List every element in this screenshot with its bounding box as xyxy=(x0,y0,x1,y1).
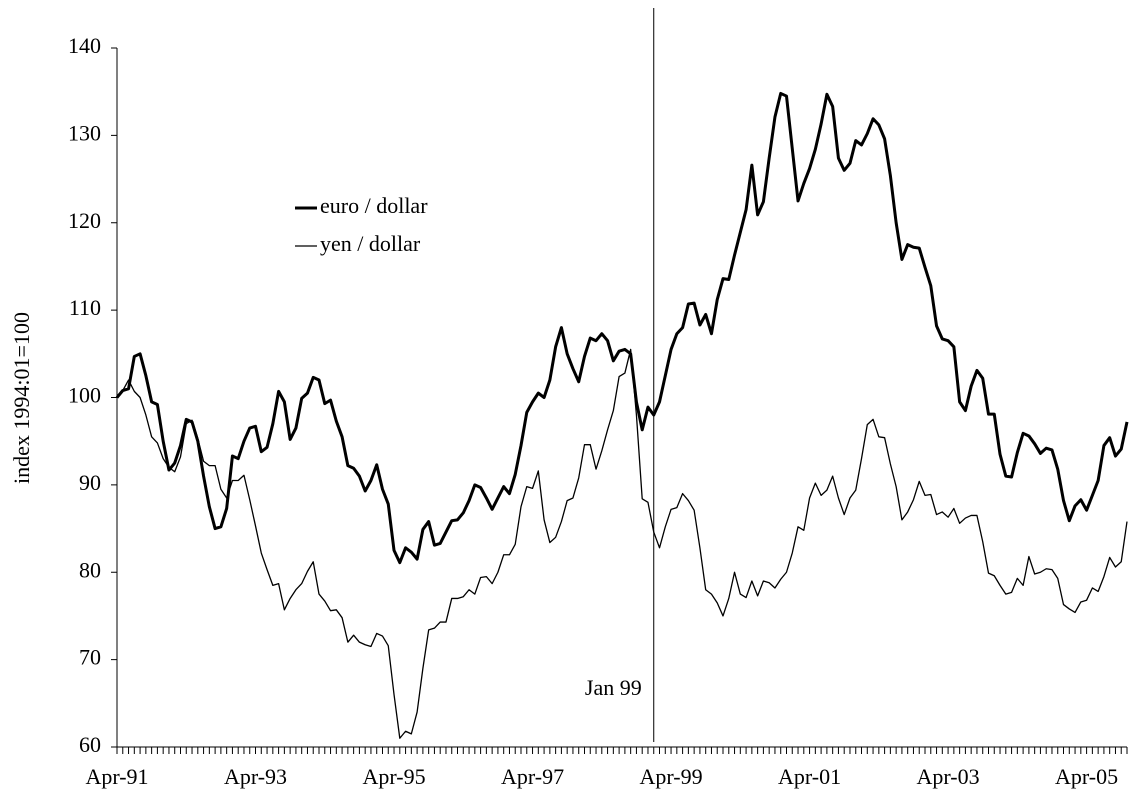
y-tick-label: 120 xyxy=(68,208,101,233)
y-tick-label: 110 xyxy=(69,295,101,320)
x-tick-label: Apr-97 xyxy=(501,764,564,789)
x-tick-label: Apr-05 xyxy=(1055,764,1118,789)
y-tick-label: 130 xyxy=(68,120,101,145)
x-tick-label: Apr-99 xyxy=(640,764,703,789)
y-tick-label: 80 xyxy=(79,557,101,582)
x-tick-label: Apr-03 xyxy=(917,764,980,789)
series-line xyxy=(116,348,1128,739)
y-tick-label: 100 xyxy=(68,383,101,408)
y-tick-label: 90 xyxy=(79,470,101,495)
series-line xyxy=(115,91,1129,565)
x-tick-label: Apr-01 xyxy=(778,764,841,789)
x-tick-label: Apr-91 xyxy=(85,764,148,789)
x-tick-label: Apr-95 xyxy=(362,764,425,789)
y-tick-label: 70 xyxy=(79,645,101,670)
y-axis-label: index 1994:01=100 xyxy=(9,312,34,484)
annotation: Jan 99 xyxy=(585,675,642,700)
y-tick-label: 60 xyxy=(79,732,101,757)
y-tick-label: 140 xyxy=(68,33,101,58)
legend-label: yen / dollar xyxy=(320,231,421,256)
legend-label: euro / dollar xyxy=(320,193,428,218)
x-tick-label: Apr-93 xyxy=(224,764,287,789)
